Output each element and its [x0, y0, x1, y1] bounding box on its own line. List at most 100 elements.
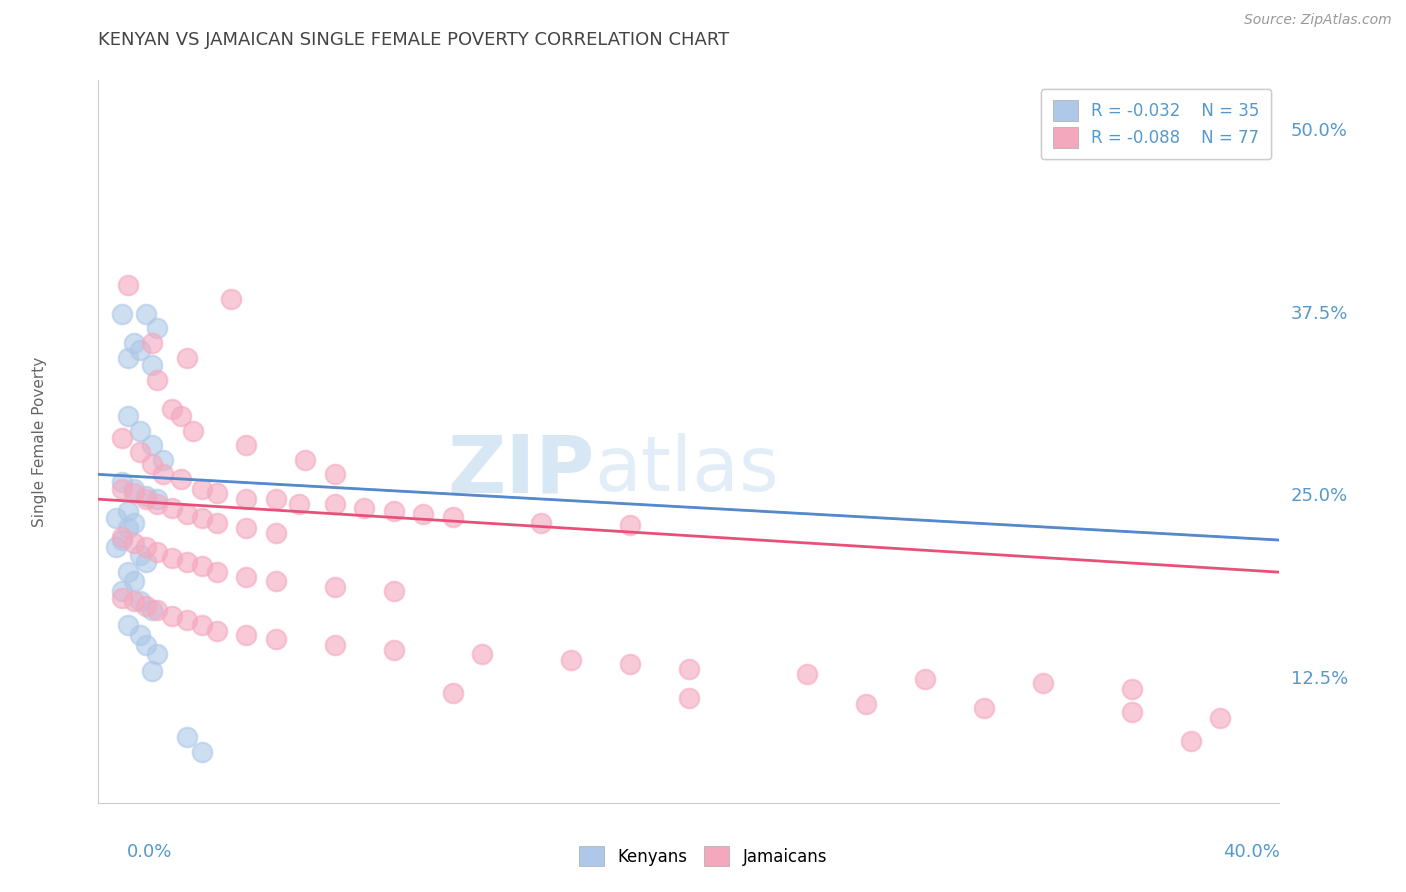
Text: atlas: atlas [595, 434, 779, 508]
Text: KENYAN VS JAMAICAN SINGLE FEMALE POVERTY CORRELATION CHART: KENYAN VS JAMAICAN SINGLE FEMALE POVERTY… [98, 31, 730, 49]
Point [162, 609, 183, 624]
Point [111, 431, 134, 445]
Point [176, 555, 198, 569]
Point [111, 591, 134, 606]
Point [1209, 711, 1232, 725]
Point [1180, 734, 1202, 748]
Text: 12.5%: 12.5% [1291, 670, 1348, 688]
Point [128, 548, 150, 562]
Point [170, 472, 193, 486]
Point [122, 574, 145, 588]
Legend: Kenyans, Jamaicans: Kenyans, Jamaicans [571, 838, 835, 875]
Point [111, 530, 134, 544]
Point [135, 307, 157, 321]
Point [141, 336, 163, 351]
Point [128, 343, 150, 358]
Point [264, 574, 287, 588]
Point [191, 745, 214, 759]
Point [323, 580, 346, 594]
Point [191, 482, 214, 496]
Point [128, 594, 150, 608]
Point [382, 642, 405, 657]
Point [146, 647, 169, 661]
Point [441, 686, 464, 700]
Point [678, 661, 700, 675]
Point [176, 507, 198, 521]
Point [619, 657, 641, 672]
Point [135, 599, 157, 613]
Point [146, 603, 169, 617]
Point [122, 594, 145, 608]
Text: Source: ZipAtlas.com: Source: ZipAtlas.com [1244, 13, 1392, 28]
Point [205, 565, 228, 579]
Point [111, 584, 134, 599]
Point [914, 672, 936, 686]
Point [111, 307, 134, 321]
Point [122, 536, 145, 550]
Point [105, 541, 128, 555]
Point [141, 457, 163, 471]
Point [619, 518, 641, 533]
Point [855, 697, 877, 711]
Point [141, 603, 163, 617]
Point [560, 653, 582, 667]
Point [122, 486, 145, 500]
Point [191, 511, 214, 525]
Point [111, 482, 134, 496]
Text: 37.5%: 37.5% [1291, 305, 1348, 323]
Point [235, 492, 257, 507]
Point [111, 475, 134, 489]
Point [191, 559, 214, 574]
Point [382, 504, 405, 518]
Legend: R = -0.032    N = 35, R = -0.088    N = 77: R = -0.032 N = 35, R = -0.088 N = 77 [1040, 88, 1271, 160]
Point [135, 555, 157, 569]
Point [191, 617, 214, 632]
Point [141, 438, 163, 452]
Point [441, 509, 464, 524]
Point [141, 358, 163, 372]
Point [146, 497, 169, 511]
Point [353, 500, 375, 515]
Point [122, 516, 145, 530]
Point [1121, 681, 1143, 696]
Point [221, 292, 243, 306]
Point [678, 690, 700, 705]
Point [1121, 706, 1143, 720]
Point [135, 492, 157, 507]
Point [1032, 676, 1054, 690]
Point [264, 492, 287, 507]
Point [412, 507, 434, 521]
Point [235, 521, 257, 535]
Point [170, 409, 193, 423]
Point [176, 351, 198, 365]
Point [294, 452, 316, 467]
Point [146, 545, 169, 559]
Point [135, 541, 157, 555]
Point [323, 497, 346, 511]
Text: 25.0%: 25.0% [1291, 487, 1348, 505]
Point [323, 638, 346, 652]
Text: ZIP: ZIP [447, 432, 595, 509]
Point [141, 665, 163, 679]
Point [146, 372, 169, 386]
Point [973, 701, 995, 715]
Text: 50.0%: 50.0% [1291, 122, 1347, 140]
Point [264, 632, 287, 647]
Point [146, 321, 169, 335]
Text: Single Female Poverty: Single Female Poverty [32, 357, 46, 526]
Point [181, 424, 204, 438]
Point [471, 647, 494, 661]
Point [796, 667, 818, 681]
Point [117, 351, 139, 365]
Point [111, 533, 134, 547]
Point [176, 613, 198, 627]
Point [146, 492, 169, 507]
Point [117, 565, 139, 579]
Point [128, 628, 150, 642]
Point [264, 525, 287, 540]
Point [122, 336, 145, 351]
Point [105, 511, 128, 525]
Point [176, 730, 198, 744]
Point [117, 504, 139, 518]
Point [205, 486, 228, 500]
